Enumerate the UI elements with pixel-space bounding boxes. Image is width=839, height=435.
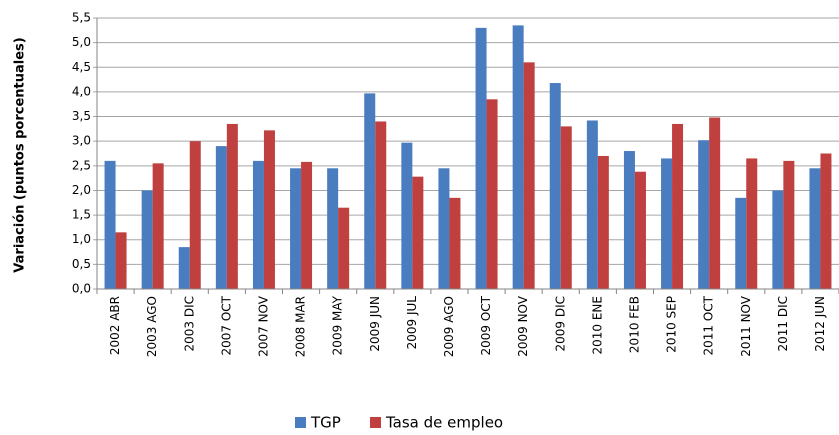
y-tick-label: 5,0 [72,35,91,49]
bar [104,160,116,289]
legend-label: Tasa de empleo [385,414,503,432]
bar [549,83,561,289]
y-tick-label: 4,0 [72,84,91,98]
y-tick-label: 3,5 [72,109,91,123]
x-tick-label: 2011 NOV [739,295,753,357]
bar [401,142,413,289]
y-tick-label: 1,0 [72,232,91,246]
legend-swatch [295,417,306,428]
x-tick-label: 2003 AGO [145,296,159,357]
bar [735,197,747,289]
bar [746,158,758,289]
x-tick-label: 2007 OCT [219,295,233,355]
bar [661,158,673,289]
y-tick-label: 2,0 [72,183,91,197]
y-tick-label: 5,5 [72,11,91,25]
x-tick-label: 2011 OCT [702,295,716,355]
y-tick-label: 0,5 [72,257,91,271]
x-tick-label: 2003 DIC [182,296,196,352]
x-tick-label: 2009 OCT [479,295,493,355]
y-tick-label: 2,5 [72,158,91,172]
bar [327,168,339,289]
bar [523,62,535,289]
bar [115,232,127,289]
bar [809,168,821,289]
bar [772,190,784,289]
bar [449,197,461,289]
x-tick-label: 2012 JUN [813,296,827,352]
bar [364,93,376,290]
bar [672,123,684,289]
y-axis-title: Variación (puntos porcentuales) [13,37,28,272]
bar [475,27,487,289]
bar [189,141,201,289]
bar [178,247,190,289]
bar [783,160,795,289]
bar [301,161,313,289]
y-tick-label: 4,5 [72,60,91,74]
bar [412,176,424,289]
bar [820,153,832,289]
x-tick-label: 2010 SEP [665,296,679,353]
bar [560,126,572,290]
bar [709,117,721,289]
bar [486,99,498,289]
y-tick-label: 3,0 [72,134,91,148]
x-tick-label: 2002 ABR [108,296,122,355]
bar [152,163,164,289]
x-tick-label: 2011 DIC [776,296,790,352]
bar [698,140,710,289]
bar [338,207,350,289]
bar [438,168,450,289]
bar [263,130,275,289]
x-tick-label: 2009 AGO [442,296,456,357]
x-tick-label: 2010 FEB [627,296,641,353]
x-tick-label: 2009 JUN [368,296,382,352]
bar [252,160,264,289]
bar [290,168,302,289]
y-tick-label: 1,5 [72,208,91,222]
legend-label: TGP [310,414,341,432]
bar [623,151,635,289]
y-tick-label: 0,0 [72,282,91,296]
x-tick-label: 2007 NOV [256,295,270,357]
bar [597,155,609,289]
x-tick-label: 2009 JUL [405,296,419,350]
x-tick-label: 2010 ENE [590,296,604,355]
bar [634,171,646,289]
bar [141,190,153,289]
bar [586,120,598,289]
legend-swatch [370,417,381,428]
x-tick-label: 2009 DIC [553,296,567,352]
bar [375,121,387,290]
bar [226,123,238,289]
x-tick-label: 2009 NOV [516,295,530,357]
x-tick-label: 2008 MAR [294,296,308,357]
bar [512,25,524,290]
bar [215,146,227,289]
x-tick-label: 2009 MAY [331,295,345,355]
